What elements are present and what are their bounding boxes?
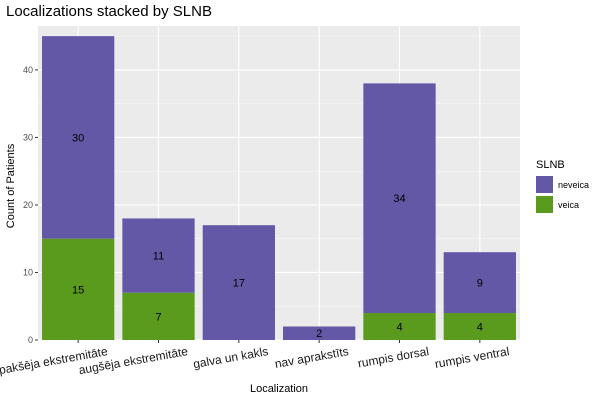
bar-value-label: 4 — [477, 321, 483, 333]
bar-neveica — [283, 326, 356, 340]
bar-value-label: 15 — [72, 284, 84, 296]
bar-veica — [363, 312, 436, 340]
legend-label-veica: veica — [558, 200, 579, 210]
bar-veica — [42, 238, 115, 340]
x-tick-label: galva un kakls — [192, 344, 269, 371]
bar-neveica — [443, 252, 516, 313]
legend-key-veica — [536, 196, 553, 213]
bar-value-label: 4 — [396, 321, 402, 333]
y-tick-label: 0 — [28, 335, 33, 345]
x-axis-title: Localization — [250, 383, 308, 395]
y-axis-title: Count of Patients — [5, 143, 17, 228]
bars — [42, 36, 516, 340]
bar-labels: 15 30 7 11 17 2 4 34 4 9 — [72, 132, 483, 340]
bar-veica — [443, 312, 516, 340]
bar-value-label: 11 — [153, 251, 164, 263]
bar-value-label: 30 — [72, 132, 84, 144]
legend-label-neveica: neveica — [558, 180, 589, 190]
bar-neveica — [363, 83, 436, 313]
x-tick-label: rumpis dorsal — [357, 344, 430, 370]
bar-value-label: 17 — [233, 278, 245, 290]
y-tick-label: 30 — [23, 132, 33, 142]
bar-value-label: 2 — [316, 328, 322, 340]
legend: SLNB neveica veica — [536, 159, 589, 213]
bar-value-label: 7 — [155, 311, 161, 323]
legend-key-neveica — [536, 176, 553, 193]
y-tick-label: 10 — [23, 267, 33, 277]
bar-neveica — [42, 36, 115, 239]
bar-value-label: 34 — [393, 193, 405, 205]
x-tick-label: nav aprakstīts — [274, 344, 350, 371]
bar-veica — [122, 292, 195, 340]
y-axis: 0 10 20 30 40 — [23, 65, 38, 345]
y-tick-label: 20 — [23, 200, 33, 210]
y-tick-label: 40 — [23, 65, 33, 75]
chart-title: Localizations stacked by SLNB — [6, 3, 212, 20]
bar-neveica — [202, 225, 275, 340]
x-tick-label: rumpis ventral — [434, 344, 511, 371]
legend-title: SLNB — [536, 159, 565, 171]
plot-panel — [38, 26, 520, 340]
bar-value-label: 9 — [477, 278, 483, 290]
bar-neveica — [122, 218, 195, 293]
